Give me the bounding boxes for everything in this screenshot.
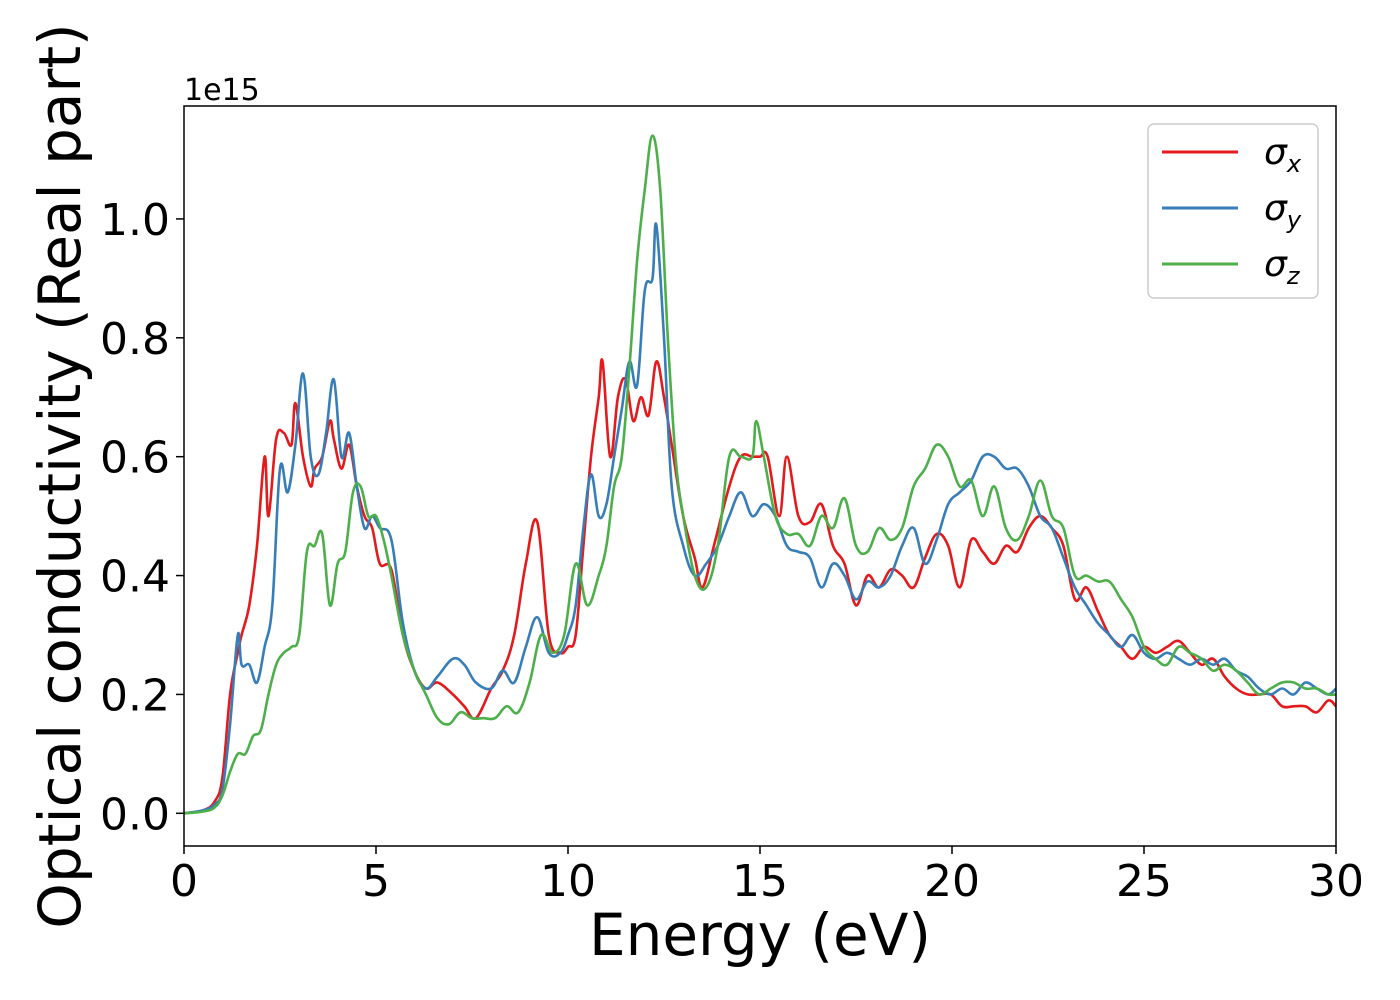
x-tick-label: 15	[732, 856, 788, 907]
y-tick-label: 0.8	[100, 314, 170, 365]
legend-label-sigma-z: σz	[1264, 244, 1301, 290]
x-tick-label: 20	[924, 856, 980, 907]
x-tick-label: 10	[540, 856, 596, 907]
legend-symbol: σ	[1264, 132, 1288, 173]
y-axis-label: Optical conductivity (Real part)	[26, 23, 94, 928]
legend-symbol: σ	[1264, 188, 1288, 229]
x-tick-label: 5	[362, 856, 390, 907]
x-tick-label: 0	[170, 856, 198, 907]
legend-subscript: y	[1286, 206, 1302, 234]
legend-symbol: σ	[1264, 244, 1288, 285]
series-line-sigma-z	[184, 134, 1336, 815]
legend-subscript: z	[1286, 262, 1301, 290]
series-line-sigma-x	[184, 358, 1336, 815]
ticks-layer: 0 5 10 15 20 25 30 0.0 0.2 0.4 0.6 0.8 1.0	[100, 195, 1364, 907]
y-tick-label: 0.6	[100, 433, 170, 484]
x-tick-label: 25	[1116, 856, 1172, 907]
series-line-sigma-y	[184, 222, 1336, 815]
y-tick-label: 0.0	[100, 789, 170, 840]
y-offset-label: 1e15	[184, 73, 260, 108]
y-tick-label: 1.0	[100, 195, 170, 246]
y-tick-label: 0.2	[100, 670, 170, 721]
series-layer	[184, 134, 1336, 815]
legend-label-sigma-x: σx	[1264, 132, 1302, 178]
legend-subscript: x	[1286, 150, 1302, 178]
x-axis-label: Energy (eV)	[589, 901, 931, 969]
legend-box	[1147, 123, 1319, 299]
y-tick-label: 0.4	[100, 552, 170, 603]
legend-label-sigma-y: σy	[1264, 188, 1302, 234]
x-tick-label: 30	[1308, 856, 1364, 907]
